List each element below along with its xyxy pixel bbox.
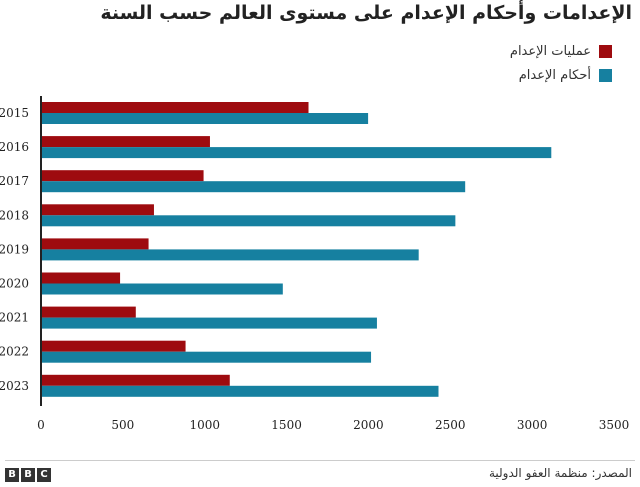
y-tick-label: 2018	[0, 208, 29, 222]
x-tick-label: 0	[37, 418, 45, 432]
bar-sentences	[41, 113, 369, 124]
y-tick-label: 2016	[0, 140, 29, 154]
bar-executions	[41, 102, 309, 113]
legend-swatch-executions	[599, 45, 612, 58]
bar-executions	[41, 340, 186, 352]
bar-executions	[41, 306, 136, 318]
bar-executions	[41, 272, 121, 284]
bbc-logo-letter: C	[37, 468, 51, 482]
y-tick-label: 2022	[0, 345, 29, 359]
y-tick-label: 2023	[0, 379, 29, 393]
bar-executions	[41, 238, 149, 250]
y-tick-label: 2015	[0, 106, 29, 120]
source-note: المصدر: منظمة العفو الدولية	[488, 466, 632, 480]
bbc-logo-letter: B	[21, 468, 35, 482]
x-tick-label: 1000	[189, 418, 220, 432]
y-tick-label: 2020	[0, 277, 29, 291]
x-tick-label: 2500	[435, 418, 466, 432]
bar-sentences	[41, 351, 372, 363]
bar-sentences	[41, 385, 439, 397]
bar-executions	[41, 204, 154, 216]
y-tick-label: 2017	[0, 174, 29, 188]
bar-sentences	[41, 317, 377, 329]
legend-label-sentences: أحكام الإعدام	[518, 68, 591, 83]
x-tick-label: 2000	[353, 418, 384, 432]
x-tick-label: 3000	[517, 418, 548, 432]
bar-sentences	[41, 249, 419, 261]
bar-sentences	[41, 215, 456, 227]
bar-sentences	[41, 181, 466, 193]
bar-executions	[41, 170, 204, 182]
y-tick-label: 2019	[0, 242, 29, 256]
legend-swatch-sentences	[599, 69, 612, 82]
footer-divider	[5, 460, 635, 461]
legend-label-executions: عمليات الإعدام	[509, 44, 591, 59]
legend-item-executions: عمليات الإعدام	[510, 44, 612, 62]
x-tick-label: 500	[111, 418, 134, 432]
bar-sentences	[41, 147, 552, 159]
bbc-logo: B B C	[5, 468, 51, 482]
x-tick-label: 3500	[599, 418, 630, 432]
x-tick-label: 1500	[271, 418, 302, 432]
bar-chart: 2015 2016 2017 2018 2019 2020 2021 2022 2023 0 500…	[0, 96, 630, 432]
bbc-logo-letter: B	[5, 468, 19, 482]
legend-item-sentences: أحكام الإعدام	[519, 68, 612, 86]
bar-sentences	[41, 283, 283, 295]
y-tick-label: 2021	[0, 311, 29, 325]
chart-title: الإعدامات وأحكام الإعدام على مستوى العال…	[100, 2, 632, 24]
bar-executions	[41, 136, 210, 148]
bar-executions	[41, 374, 230, 386]
